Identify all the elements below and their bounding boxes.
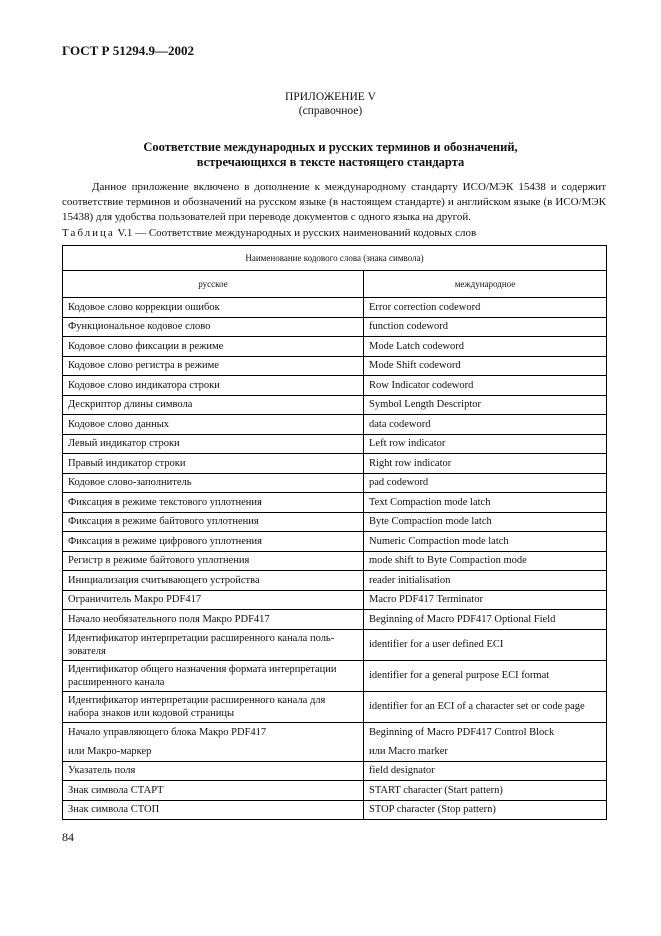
- term-ru: Фиксация в режиме текстового уплотнения: [62, 492, 364, 513]
- term-en: STOP character (Stop pattern): [363, 799, 607, 820]
- table-row: Кодовое слово регистра в режиме Mode Shif…: [62, 355, 607, 376]
- term-en: START character (Start pattern): [363, 780, 607, 801]
- table-row: Левый индикатор строки Left row indicator: [62, 433, 607, 454]
- table-row: Дескриптор длины символа Symbol Length De…: [62, 394, 607, 415]
- term-ru: Фиксация в режиме цифрового уплотнения: [62, 531, 364, 552]
- term-en: Symbol Length Descriptor: [363, 394, 607, 415]
- term-en: identifier for a user defined ECI: [363, 628, 607, 661]
- table-row: Функциональное кодовое слово function cod…: [62, 316, 607, 337]
- table-row: Кодовое слово фиксации в режиме Mode Latc…: [62, 336, 607, 357]
- term-ru: Фиксация в режиме байтового уплотнения: [62, 511, 364, 532]
- term-line: Начало управляющего блока Макро PDF417: [68, 726, 267, 738]
- term-en: Right row indicator: [363, 453, 607, 474]
- term-en: Mode Shift codeword: [363, 355, 607, 376]
- intro-paragraph: Данное приложение включено в дополнение …: [62, 181, 606, 223]
- page-number: 84: [62, 830, 74, 844]
- term-ru: Идентификатор интерпретации расширенного…: [62, 690, 364, 723]
- column-header-en: международное: [363, 270, 607, 298]
- table-row: Кодовое слово-заполнитель pad codeword: [62, 472, 607, 493]
- table-row: Правый индикатор строки Right row indicat…: [62, 453, 607, 474]
- group-header: Наименование кодового слова (знака симво…: [62, 245, 607, 271]
- table-row: Фиксация в режиме байтового уплотнения By…: [62, 511, 607, 532]
- term-en: Row Indicator codeword: [363, 375, 607, 396]
- table-row: Знак символа СТАРТ START character (Start…: [62, 780, 607, 801]
- term-en: Text Compaction mode latch: [363, 492, 607, 513]
- term-ru: Регистр в режиме байтового уплотнения: [62, 550, 364, 571]
- term-en: field designator: [363, 760, 607, 781]
- title-line: встречающихся в тексте настоящего станда…: [196, 155, 465, 169]
- appendix-title: ПРИЛОЖЕНИЕ V: [285, 91, 376, 103]
- appendix-heading: ПРИЛОЖЕНИЕ V (справочное): [0, 90, 661, 118]
- table-row: Знак символа СТОП STOP character (Stop pa…: [62, 799, 607, 820]
- section-title: Соответствие международных и русских тер…: [0, 140, 661, 170]
- term-en: Beginning of Macro PDF417 Control Block и…: [363, 721, 607, 762]
- table-row: Регистр в режиме байтового уплотнения mod…: [62, 550, 607, 571]
- term-ru: Инициализация считывающего устройства: [62, 570, 364, 591]
- terms-table: Наименование кодового слова (знака симво…: [62, 245, 607, 820]
- table-row: Инициализация считывающего устройства rea…: [62, 570, 607, 591]
- term-en: function codeword: [363, 316, 607, 337]
- table-row: Кодовое слово индикатора строки Row Indic…: [62, 375, 607, 396]
- term-en: data codeword: [363, 414, 607, 435]
- term-ru: Начало необязательного поля Макро PDF417: [62, 609, 364, 630]
- term-en: Numeric Compaction mode latch: [363, 531, 607, 552]
- term-en: Beginning of Macro PDF417 Optional Field: [363, 609, 607, 630]
- term-en: reader initialisation: [363, 570, 607, 591]
- table-row: Кодовое слово данных data codeword: [62, 414, 607, 435]
- term-ru: Начало управляющего блока Макро PDF417 ил…: [62, 721, 364, 762]
- term-ru: Левый индикатор строки: [62, 433, 364, 454]
- table-row: Ограничитель Макро PDF417 Macro PDF417 Te…: [62, 589, 607, 610]
- table-row: Идентификатор общего назначения формата …: [62, 659, 607, 692]
- term-ru: Дескриптор длины символа: [62, 394, 364, 415]
- term-ru: Знак символа СТОП: [62, 799, 364, 820]
- term-ru: Указатель поля: [62, 760, 364, 781]
- term-ru: Кодовое слово данных: [62, 414, 364, 435]
- term-en: Left row indicator: [363, 433, 607, 454]
- term-line: Beginning of Macro PDF417 Control Block: [369, 726, 555, 738]
- column-header-ru: русское: [62, 270, 364, 298]
- table-row: Начало необязательного поля Макро PDF417…: [62, 609, 607, 630]
- term-en: identifier for a general purpose ECI for…: [363, 659, 607, 692]
- title-line: Соответствие международных и русских тер…: [143, 140, 518, 154]
- caption-prefix: Таблица: [62, 227, 115, 239]
- table-row: Идентификатор интерпретации расширенного…: [62, 690, 607, 723]
- term-en: Error correction codeword: [363, 297, 607, 318]
- appendix-subtitle: (справочное): [298, 105, 363, 117]
- term-ru: Знак символа СТАРТ: [62, 780, 364, 801]
- term-ru: Идентификатор общего назначения формата …: [62, 659, 364, 692]
- term-en: identifier for an ECI of a character set…: [363, 690, 607, 723]
- term-ru: Кодовое слово фиксации в режиме: [62, 336, 364, 357]
- term-en: mode shift to Byte Compaction mode: [363, 550, 607, 571]
- term-ru: Идентификатор интерпретации расширенного…: [62, 628, 364, 661]
- table-row: Фиксация в режиме цифрового уплотнения Nu…: [62, 531, 607, 552]
- table-row: Указатель поля field designator: [62, 760, 607, 781]
- term-ru: Кодовое слово коррекции ошибок: [62, 297, 364, 318]
- table-row: Фиксация в режиме текстового уплотнения T…: [62, 492, 607, 513]
- term-line: или Макро-маркер: [68, 745, 152, 757]
- term-en: Macro PDF417 Terminator: [363, 589, 607, 610]
- term-en: pad codeword: [363, 472, 607, 493]
- term-ru: Кодовое слово регистра в режиме: [62, 355, 364, 376]
- term-en: Mode Latch codeword: [363, 336, 607, 357]
- standard-header: ГОСТ Р 51294.9—2002: [62, 43, 194, 58]
- table-row: Идентификатор интерпретации расширенного…: [62, 628, 607, 661]
- term-ru: Кодовое слово-заполнитель: [62, 472, 364, 493]
- caption-text: V.1 — Соответствие международных и русск…: [114, 227, 477, 239]
- table-row: Начало управляющего блока Макро PDF417 ил…: [62, 721, 607, 762]
- table-caption: Таблица V.1 — Соответствие международных…: [62, 227, 476, 239]
- term-ru: Кодовое слово индикатора строки: [62, 375, 364, 396]
- term-ru: Ограничитель Макро PDF417: [62, 589, 364, 610]
- term-ru: Функциональное кодовое слово: [62, 316, 364, 337]
- table-row: Кодовое слово коррекции ошибок Error corr…: [62, 297, 607, 318]
- term-line: или Macro marker: [369, 745, 448, 757]
- term-en: Byte Compaction mode latch: [363, 511, 607, 532]
- term-ru: Правый индикатор строки: [62, 453, 364, 474]
